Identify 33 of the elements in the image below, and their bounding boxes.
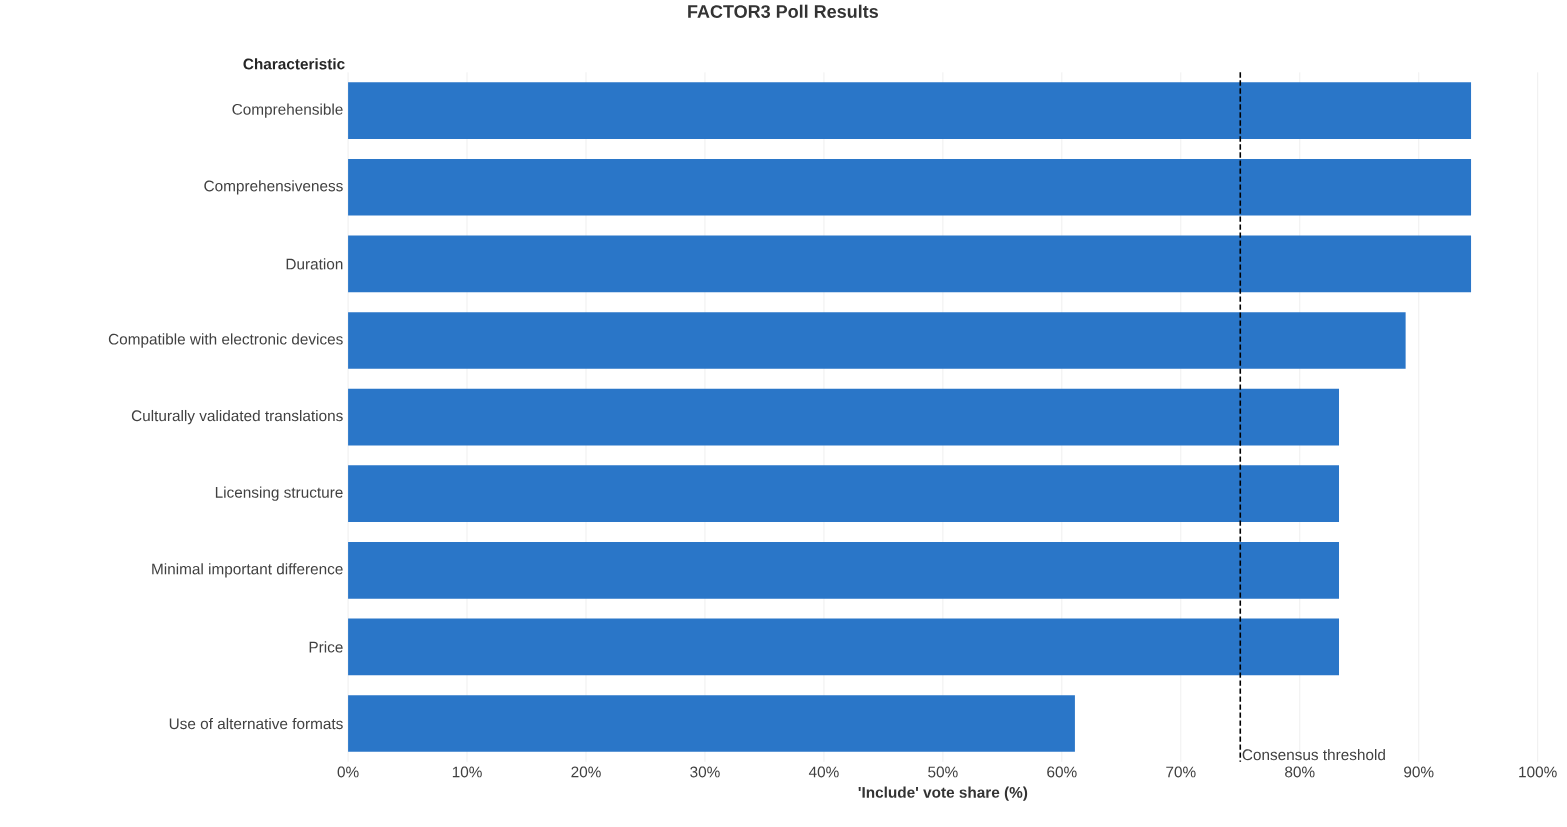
bar: [348, 159, 1472, 216]
x-tick-label: 90%: [1404, 766, 1434, 778]
bar: [348, 312, 1406, 369]
x-tick-label: 10%: [452, 766, 482, 778]
x-axis-title: 'Include' vote share (%): [858, 786, 1028, 801]
x-tick-label: 100%: [1519, 766, 1557, 778]
bar: [348, 82, 1472, 140]
x-tick-label: 70%: [1166, 766, 1196, 778]
bar: [348, 542, 1340, 599]
x-tick-label: 30%: [690, 766, 720, 778]
y-tick-label: Licensing structure: [215, 486, 343, 501]
x-tick-label: 80%: [1285, 766, 1315, 778]
y-axis-title: Characteristic: [243, 58, 345, 70]
y-tick-label: Comprehensiveness: [204, 180, 343, 195]
bar: [348, 235, 1472, 293]
y-tick-label: Use of alternative formats: [169, 717, 343, 730]
y-tick-label: Minimal important difference: [152, 563, 343, 578]
ref-line-label: Consensus threshold: [1242, 749, 1385, 761]
y-tick-label: Compatible with electronic devices: [108, 333, 343, 348]
y-tick-label: Price: [309, 641, 343, 653]
y-tick-label: Culturally validated translations: [131, 410, 343, 425]
bar: [348, 388, 1340, 446]
x-tick-label: 0%: [337, 766, 359, 778]
x-tick-label: 60%: [1047, 766, 1077, 778]
chart-title: FACTOR3 Poll Results: [688, 4, 878, 19]
y-tick-label: Comprehensible: [232, 103, 343, 118]
bar: [348, 465, 1340, 523]
x-tick-label: 40%: [808, 766, 839, 778]
bar: [348, 695, 1075, 752]
y-tick-label: Duration: [286, 258, 343, 270]
x-tick-label: 50%: [928, 766, 958, 778]
x-tick-label: 20%: [571, 766, 601, 778]
bar: [348, 618, 1340, 676]
